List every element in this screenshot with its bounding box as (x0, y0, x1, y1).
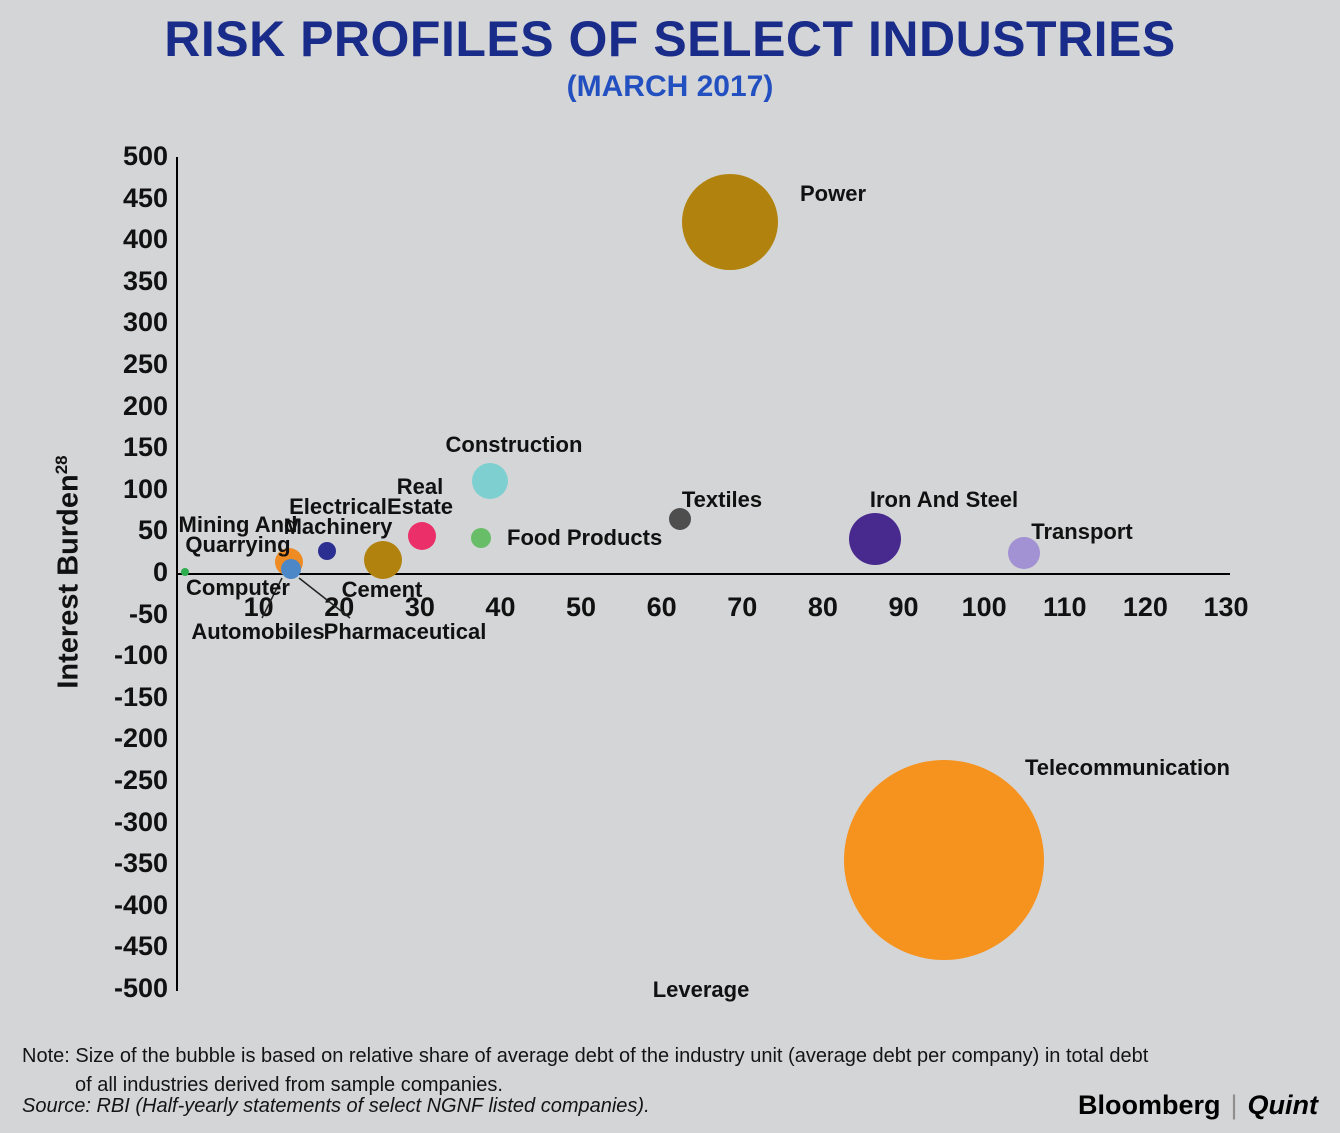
label-line: Power (800, 181, 867, 206)
label-computer: Computer (186, 575, 290, 600)
bubble-automobiles (280, 558, 301, 579)
x-tick-label-110: 110 (1042, 592, 1087, 622)
bubble-real-estate (408, 521, 437, 550)
x-tick-label-40: 40 (485, 592, 516, 622)
y-tick-label--350: -350 (113, 848, 168, 879)
y-tick-label--250: -250 (113, 765, 168, 795)
label-line: Computer (186, 575, 290, 600)
label-line: Quarrying (185, 532, 291, 557)
label-automobiles: Automobiles (83, 619, 433, 644)
label-iron-and-steel: Iron And Steel (769, 487, 1119, 512)
label-line: Iron And Steel (869, 487, 1019, 512)
label-line: Textiles (681, 487, 763, 512)
x-tick-label-90: 90 (888, 592, 919, 622)
bubble-electrical-machinery (318, 542, 337, 561)
x-tick-label-70: 70 (727, 592, 758, 622)
label-cement: Cement (207, 577, 557, 602)
label-transport: Transport (907, 519, 1257, 544)
y-tick-label-250: 250 (122, 349, 168, 379)
brand-logos: Bloomberg | Quint (1078, 1090, 1318, 1121)
y-tick-label--50: -50 (128, 598, 168, 629)
y-tick-label--450: -450 (113, 931, 168, 962)
bubble-textiles (669, 507, 692, 530)
y-tick-label--500: -500 (113, 973, 168, 1003)
x-axis-line (176, 573, 1230, 575)
x-tick-label-130: 130 (1203, 592, 1249, 622)
note-line-1: Note: Size of the bubble is based on rel… (22, 1045, 1149, 1067)
bubble-computer (181, 567, 190, 576)
y-tick-label-350: 350 (122, 265, 168, 296)
label-line: Telecommunication (1025, 755, 1230, 780)
x-tick-label-60: 60 (646, 592, 677, 622)
label-food-products: Food Products (507, 525, 663, 550)
y-tick-label-300: 300 (122, 307, 168, 338)
label-real-estate: Real Estate (245, 474, 595, 519)
bubble-food-products (471, 528, 492, 549)
quint-logo: Quint (1247, 1090, 1318, 1120)
y-tick-label-200: 200 (122, 390, 168, 421)
source-text: Source: RBI (Half-yearly statements of s… (22, 1095, 650, 1117)
y-tick-label-0: 0 (152, 557, 168, 587)
label-pharmaceutical: Pharmaceutical (230, 619, 580, 644)
y-tick-label--150: -150 (113, 681, 168, 712)
bubble-transport (1008, 537, 1041, 570)
bubble-power (682, 173, 779, 270)
note-line-2: of all industries derived from sample co… (75, 1074, 503, 1096)
y-tick-label-500: 500 (122, 141, 168, 171)
bubble-construction (471, 463, 508, 500)
chart-title: RISK PROFILES OF SELECT INDUSTRIES (164, 11, 1176, 67)
bubble-cement (363, 540, 402, 579)
y-tick-label-450: 450 (122, 182, 168, 213)
y-tick-label--200: -200 (113, 723, 168, 754)
y-tick-label-50: 50 (137, 515, 168, 546)
y-tick-label--300: -300 (113, 806, 168, 837)
label-power: Power (800, 181, 867, 206)
note-text: Note: Size of the bubble is based on rel… (22, 1042, 1148, 1100)
y-tick-label-150: 150 (122, 432, 168, 463)
y-tick-label--400: -400 (113, 889, 168, 920)
label-construction: Construction (339, 432, 689, 457)
bloomberg-logo: Bloomberg (1077, 1090, 1221, 1120)
x-tick-label-100: 100 (961, 592, 1007, 622)
label-line: Pharmaceutical (323, 619, 487, 644)
label-line: Cement (341, 577, 423, 602)
chart-subtitle: (MARCH 2017) (566, 70, 774, 103)
x-tick-label-30: 30 (404, 592, 435, 622)
label-line: Construction (445, 432, 583, 457)
x-tick-label-50: 50 (566, 592, 597, 622)
brand-separator: | (1230, 1090, 1238, 1120)
y-tick-label-100: 100 (122, 473, 168, 504)
label-line: Food Products (507, 525, 663, 550)
label-line: Mining And (178, 512, 298, 537)
label-electrical-machinery: Electrical Machinery (163, 494, 513, 539)
label-line: Transport (1031, 519, 1133, 544)
y-tick-label-400: 400 (122, 224, 168, 255)
x-axis-label: Leverage (652, 977, 750, 1002)
bubble-iron-and-steel (849, 512, 902, 565)
label-telecommunication: Telecommunication (1025, 755, 1230, 780)
label-line: Automobiles (191, 619, 325, 644)
label-textiles: Textiles (547, 487, 897, 512)
label-line: Machinery (283, 514, 393, 539)
label-line: Real (396, 474, 444, 499)
label-mining-and-quarrying: Mining And Quarrying (63, 512, 413, 557)
y-tick-label--100: -100 (113, 640, 168, 671)
bubble-telecommunication (843, 760, 1044, 961)
label-line: Estate (386, 494, 454, 519)
label-line: Electrical (289, 494, 387, 519)
x-tick-label-80: 80 (807, 592, 838, 622)
x-tick-label-120: 120 (1122, 592, 1168, 622)
